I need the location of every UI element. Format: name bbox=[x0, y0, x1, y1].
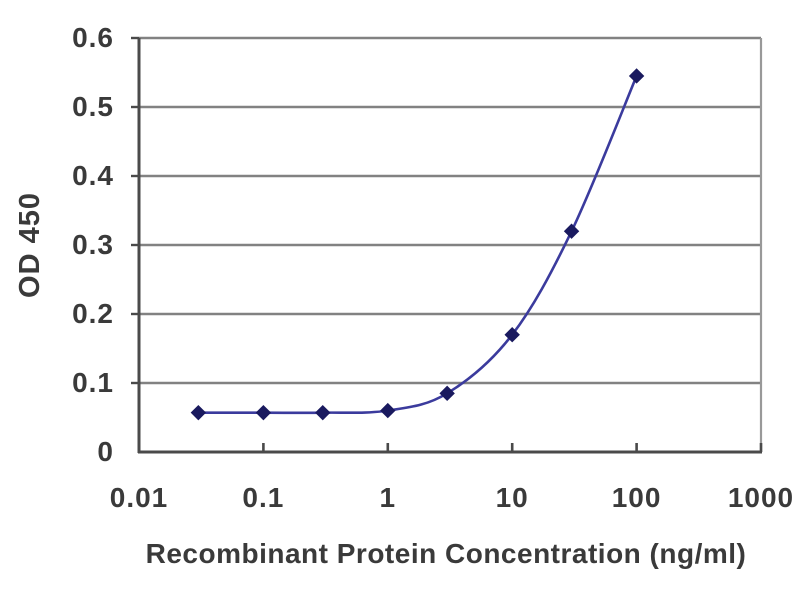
y-tick-label: 0.6 bbox=[72, 22, 114, 53]
data-point-marker bbox=[380, 402, 396, 419]
data-point-marker bbox=[628, 68, 645, 84]
data-point-marker bbox=[439, 385, 455, 402]
x-axis-title: Recombinant Protein Concentration (ng/ml… bbox=[145, 538, 747, 569]
y-tick-label: 0.3 bbox=[72, 229, 114, 260]
x-tick-label: 100 bbox=[611, 482, 662, 513]
data-point-marker bbox=[504, 326, 520, 343]
x-tick-label: 10 bbox=[495, 482, 529, 513]
data-point-marker bbox=[255, 404, 272, 421]
y-tick-label: 0.5 bbox=[72, 91, 114, 122]
data-point-marker bbox=[190, 404, 207, 421]
data-point-marker bbox=[315, 404, 331, 421]
x-tick-label: 0.1 bbox=[242, 482, 285, 513]
y-tick-label: 0 bbox=[97, 436, 114, 467]
x-tick-label: 1 bbox=[379, 482, 397, 513]
y-tick-label: 0.1 bbox=[72, 367, 114, 398]
y-tick-label: 0.2 bbox=[72, 298, 114, 329]
x-tick-label: 0.01 bbox=[109, 482, 169, 513]
x-tick-label: 1000 bbox=[727, 482, 795, 513]
data-point-marker bbox=[563, 223, 580, 239]
y-tick-label: 0.4 bbox=[72, 160, 114, 191]
